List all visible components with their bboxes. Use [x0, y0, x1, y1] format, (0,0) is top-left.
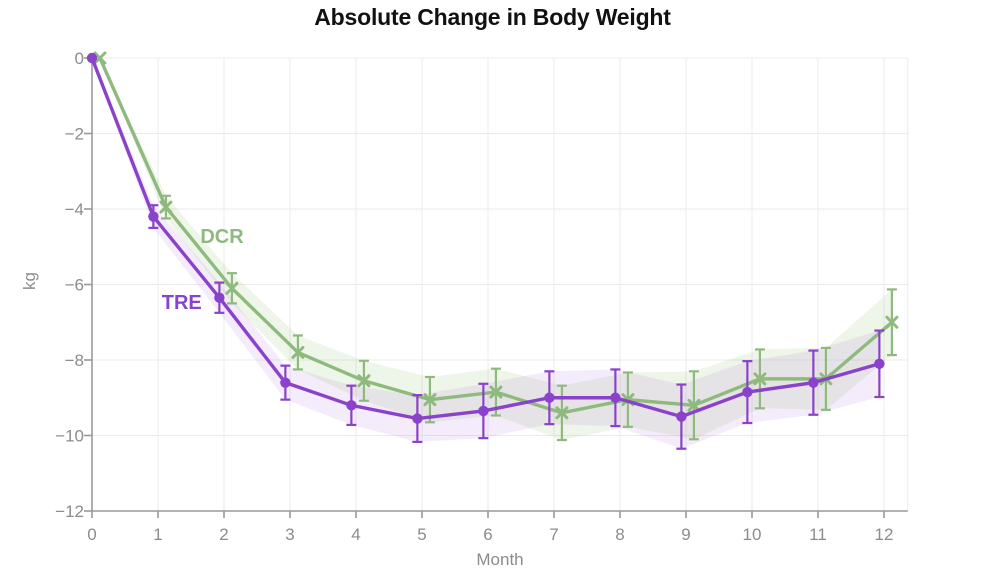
data-point-marker-tre	[610, 392, 621, 403]
x-tick-label: 8	[615, 525, 624, 544]
data-point-marker-dcr	[753, 372, 767, 386]
data-point-marker-dcr	[357, 374, 371, 388]
data-point-marker-tre	[346, 400, 357, 411]
data-point-marker-dcr	[489, 385, 503, 399]
data-point-marker-tre	[544, 392, 555, 403]
x-tick-label: 5	[417, 525, 426, 544]
data-point-marker-dcr	[93, 51, 107, 65]
x-tick-label: 4	[351, 525, 360, 544]
confidence-band-tre	[92, 58, 880, 449]
x-tick-label: 6	[483, 525, 492, 544]
x-tick-label: 9	[681, 525, 690, 544]
x-tick-label: 1	[153, 525, 162, 544]
x-tick-label: 7	[549, 525, 558, 544]
data-point-marker-dcr	[225, 281, 239, 295]
y-tick-label: −2	[65, 125, 84, 144]
data-point-marker-tre	[412, 413, 423, 424]
data-point-marker-tre	[874, 358, 885, 369]
x-axis-label: Month	[476, 550, 524, 569]
data-point-marker-tre	[742, 386, 753, 398]
y-tick-label: −6	[65, 276, 84, 295]
y-tick-label: 0	[75, 49, 84, 68]
x-tick-label: 11	[809, 525, 827, 544]
x-tick-label: 3	[285, 525, 294, 544]
data-point-marker-dcr	[885, 315, 899, 329]
x-tick-label: 12	[875, 525, 894, 544]
data-point-marker-dcr	[291, 345, 305, 359]
data-point-marker-tre	[280, 377, 291, 388]
data-point-marker-tre	[214, 292, 225, 303]
x-tick-label: 10	[743, 525, 762, 544]
data-point-marker-dcr	[687, 398, 701, 412]
data-point-marker-tre	[808, 377, 819, 388]
x-tick-label: 2	[219, 525, 228, 544]
y-tick-label: −8	[65, 351, 84, 370]
data-point-marker-dcr	[555, 406, 569, 420]
data-point-marker-tre	[478, 405, 489, 417]
x-tick-label: 0	[87, 525, 96, 544]
data-point-marker-tre	[86, 52, 98, 64]
data-point-marker-tre	[148, 211, 159, 222]
y-tick-label: −4	[65, 200, 84, 219]
y-tick-label: −10	[55, 427, 84, 446]
data-point-marker-dcr	[423, 393, 437, 407]
y-tick-label: −12	[55, 502, 84, 521]
data-point-marker-tre	[676, 411, 687, 422]
chart-title: Absolute Change in Body Weight	[314, 4, 671, 30]
data-point-marker-dcr	[159, 200, 173, 214]
series-label-dcr: DCR	[200, 226, 244, 248]
series-label-tre: TRE	[162, 292, 202, 314]
